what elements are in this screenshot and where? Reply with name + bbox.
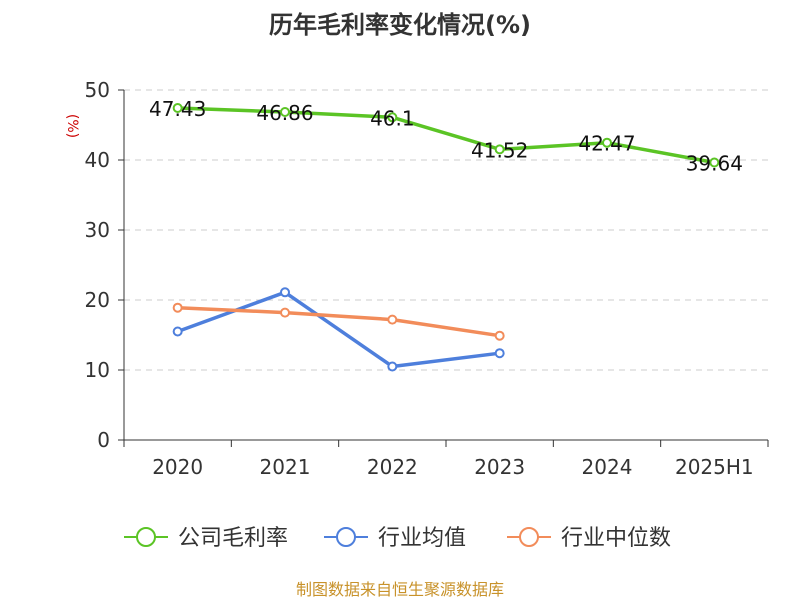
x-tick-label: 2025H1 (675, 455, 754, 479)
industry-average-point (280, 287, 290, 298)
industry-median-point (494, 330, 505, 341)
company-margin-line (175, 106, 717, 165)
chart-title: 历年毛利率变化情况(%) (269, 11, 531, 39)
company-margin-data-label: 47.43 (149, 97, 206, 121)
company-margin-data-label: 39.64 (686, 152, 743, 176)
industry-median-legend-label: 行业中位数 (561, 526, 671, 551)
company-margin-data-label: 42.47 (578, 132, 635, 156)
company-margin-data-label: 46.86 (256, 101, 313, 125)
y-tick-label: 40 (85, 148, 110, 172)
industry-average-legend-marker (336, 527, 356, 547)
industry-average-point (494, 348, 505, 359)
industry-median-legend-marker (519, 527, 539, 547)
company-margin-point (494, 144, 505, 155)
industry-average-point (387, 361, 398, 372)
y-tick-label: 0 (97, 428, 110, 452)
y-tick-label: 50 (85, 78, 110, 102)
industry-average-legend-label: 行业均值 (378, 526, 466, 551)
data-labels: 47.43 46.86 46.1 41.52 42.47 39.64 (149, 97, 743, 176)
y-tick-label: 30 (85, 218, 110, 242)
industry-median-point (280, 307, 290, 318)
axes: 0 10 20 30 40 50 2020 2021 2022 2023 2024 2025H1 (85, 78, 769, 479)
company-margin-point (387, 112, 398, 123)
company-margin-legend-marker (136, 527, 156, 547)
series-layer (172, 102, 720, 372)
x-tick-label: 2024 (582, 455, 633, 479)
industry-median-point (387, 314, 398, 325)
company-margin-point (172, 102, 183, 113)
industry-average-point (172, 326, 183, 337)
industry-median-line (175, 305, 502, 338)
industry-median-point (172, 302, 183, 313)
x-tick-label: 2023 (474, 455, 525, 479)
x-tick-label: 2020 (152, 455, 203, 479)
legend: 公司毛利率 行业均值 行业中位数 (124, 526, 671, 551)
y-axis-label: (%) (64, 114, 80, 138)
company-margin-data-label: 41.52 (471, 138, 528, 162)
y-tick-label: 20 (85, 288, 110, 312)
company-margin-data-label: 46.1 (370, 106, 415, 130)
x-tick-label: 2022 (367, 455, 418, 479)
y-tick-label: 10 (85, 358, 110, 382)
x-tick-label: 2021 (260, 455, 311, 479)
company-margin-legend-label: 公司毛利率 (178, 526, 288, 551)
grid (124, 89, 768, 371)
source-note: 制图数据来自恒生聚源数据库 (296, 580, 504, 599)
company-margin-point (709, 157, 720, 168)
company-margin-point (280, 106, 290, 117)
company-margin-point (602, 137, 612, 148)
